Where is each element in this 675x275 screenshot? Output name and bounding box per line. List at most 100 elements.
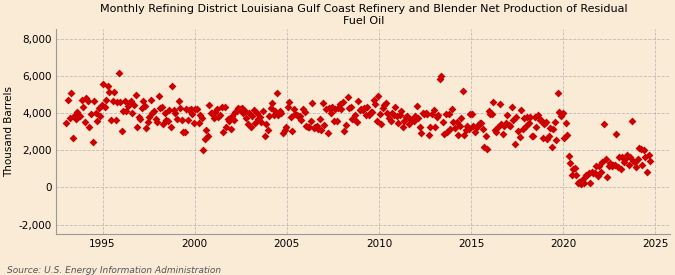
Point: [629, 160, 640, 164]
Point: [399, 119, 410, 123]
Point: [359, 105, 370, 110]
Point: [344, 106, 354, 110]
Point: [104, 90, 115, 94]
Point: [202, 134, 213, 138]
Point: [464, 127, 475, 131]
Point: [222, 116, 233, 121]
Point: [582, 172, 593, 177]
Point: [475, 121, 485, 125]
Point: [427, 111, 437, 116]
Point: [506, 105, 517, 109]
Point: [387, 111, 398, 115]
Point: [261, 122, 271, 126]
Point: [265, 106, 276, 110]
Point: [158, 122, 169, 126]
Point: [491, 130, 502, 134]
Point: [176, 117, 187, 122]
Point: [460, 128, 471, 132]
Point: [347, 117, 358, 121]
Point: [82, 99, 93, 103]
Point: [130, 93, 141, 97]
Point: [181, 107, 192, 112]
Point: [462, 124, 472, 128]
Point: [600, 157, 611, 161]
Point: [364, 113, 375, 117]
Point: [396, 109, 406, 113]
Point: [147, 111, 158, 115]
Point: [110, 118, 121, 122]
Point: [242, 121, 253, 126]
Point: [87, 140, 98, 145]
Point: [443, 112, 454, 116]
Point: [551, 138, 562, 142]
Point: [393, 120, 404, 125]
Point: [315, 117, 325, 121]
Point: [99, 104, 110, 109]
Point: [356, 107, 367, 112]
Point: [296, 118, 307, 123]
Point: [175, 105, 186, 110]
Point: [275, 109, 286, 114]
Point: [93, 106, 104, 110]
Point: [404, 122, 414, 127]
Point: [442, 130, 453, 134]
Point: [124, 101, 135, 105]
Point: [593, 174, 603, 179]
Point: [304, 125, 315, 130]
Point: [142, 120, 153, 124]
Point: [164, 108, 175, 112]
Point: [188, 120, 199, 125]
Point: [252, 111, 263, 115]
Point: [232, 109, 242, 113]
Point: [477, 127, 488, 131]
Point: [601, 174, 612, 179]
Point: [97, 103, 107, 107]
Point: [213, 115, 224, 119]
Point: [205, 111, 216, 116]
Point: [105, 118, 116, 122]
Point: [430, 125, 441, 129]
Point: [204, 103, 215, 107]
Point: [159, 111, 170, 115]
Point: [141, 126, 152, 131]
Point: [103, 84, 113, 88]
Point: [321, 106, 331, 111]
Point: [566, 173, 577, 177]
Point: [350, 112, 360, 117]
Point: [643, 153, 654, 158]
Point: [277, 130, 288, 135]
Point: [269, 113, 279, 117]
Point: [502, 112, 512, 117]
Point: [440, 111, 451, 116]
Point: [459, 132, 470, 137]
Point: [628, 159, 639, 163]
Point: [572, 180, 583, 185]
Point: [481, 134, 491, 138]
Point: [536, 118, 547, 122]
Point: [90, 111, 101, 115]
Point: [178, 130, 188, 135]
Point: [528, 134, 539, 138]
Point: [238, 111, 248, 115]
Point: [497, 132, 508, 136]
Point: [115, 100, 126, 104]
Point: [126, 99, 136, 103]
Point: [241, 116, 252, 120]
Point: [504, 123, 514, 127]
Point: [210, 110, 221, 114]
Point: [319, 123, 330, 127]
Point: [334, 102, 345, 106]
Point: [339, 129, 350, 133]
Point: [417, 110, 428, 115]
Point: [640, 155, 651, 159]
Point: [86, 112, 97, 116]
Point: [456, 116, 466, 121]
Point: [281, 125, 292, 129]
Point: [625, 155, 636, 160]
Point: [75, 114, 86, 118]
Point: [406, 118, 417, 122]
Point: [632, 157, 643, 161]
Point: [405, 117, 416, 121]
Point: [258, 109, 269, 113]
Point: [133, 115, 144, 120]
